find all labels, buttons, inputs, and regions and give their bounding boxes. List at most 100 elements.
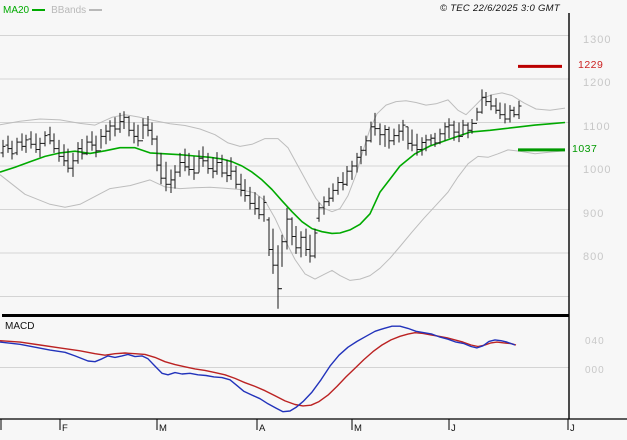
legend-item-bbands[interactable]: BBands (51, 5, 103, 16)
ma20-line (0, 121, 566, 235)
ohlc-bar (84, 135, 90, 156)
ohlc-bar (340, 172, 346, 191)
ohlc-bar (363, 135, 369, 156)
ohlc-bar (483, 92, 489, 106)
ohlc-bar (75, 142, 81, 164)
price-axis-label-1000: 1000 (583, 164, 612, 176)
ohlc-bar (307, 234, 313, 263)
ohlc-bar (37, 137, 43, 158)
ohlc-bar (289, 217, 295, 246)
ohlc-bar (172, 165, 178, 189)
ohlc-bar (372, 112, 378, 136)
ohlc-bar (65, 148, 71, 173)
month-label-M: M (354, 423, 362, 434)
ohlc-bar (89, 131, 95, 151)
ohlc-bar (256, 196, 262, 220)
ohlc-bar (409, 129, 415, 152)
ohlc-bar (511, 106, 517, 118)
ohlc-bar (112, 117, 118, 137)
month-label-J: J (451, 423, 456, 434)
ohlc-bar (210, 157, 216, 179)
ohlc-bar (396, 124, 402, 143)
ohlc-bar (51, 133, 57, 153)
ohlc-bar (326, 187, 332, 206)
ohlc-bar (446, 118, 452, 139)
ohlc-bar (177, 152, 183, 177)
ohlc-bar (400, 119, 406, 141)
ohlc-bar (382, 125, 388, 147)
macd-signal-line (0, 332, 517, 407)
price-axis-label-1100: 1100 (583, 120, 611, 133)
ohlc-bar (247, 186, 253, 210)
ohlc-bar (419, 137, 425, 156)
ohlc-bar (349, 160, 355, 180)
ohlc-bar (79, 139, 85, 160)
month-label-M: M (159, 423, 167, 434)
ohlc-bar (121, 111, 127, 129)
panel-separator (2, 314, 569, 317)
ma20-legend-label: MA20 (3, 4, 30, 16)
ohlc-bar (252, 192, 258, 215)
ohlc-bar (168, 169, 174, 193)
ohlc-bar (224, 159, 230, 183)
ohlc-bar (219, 154, 225, 178)
ohlc-bar (391, 128, 397, 146)
ohlc-bar (312, 228, 318, 259)
ohlc-bar (275, 245, 281, 309)
ohlc-bar (479, 89, 485, 114)
ohlc-bar (28, 131, 34, 149)
ohlc-bar (321, 196, 327, 215)
support-level-label: 1037 (572, 142, 598, 155)
ohlc-bar (474, 107, 480, 124)
ohlc-bar (233, 166, 239, 189)
ohlc-bar (186, 152, 192, 176)
ohlc-bar (266, 217, 272, 256)
ohlc-bar (437, 128, 443, 145)
ma20-line-swatch (32, 9, 46, 11)
copyright-text: © TEC 22/6/2025 3:0 GMT (439, 3, 560, 14)
macd-panel-title: MACD (5, 321, 35, 332)
ohlc-bar (242, 179, 248, 202)
legend: MA20 BBands (3, 3, 103, 17)
ohlc-bar (502, 103, 508, 124)
ohlc-bar (23, 134, 29, 153)
ohlc-bar (414, 133, 420, 156)
ohlc-bar (516, 100, 522, 119)
ohlc-bar (316, 202, 322, 222)
ohlc-bar (293, 226, 299, 254)
month-label-F: F (62, 423, 68, 434)
ohlc-bar (135, 124, 141, 147)
ohlc-bar (19, 133, 25, 151)
ohlc-bar (56, 139, 62, 162)
ohlc-bar (9, 140, 15, 160)
ohlc-bar (354, 152, 360, 173)
ohlc-bar (205, 152, 211, 174)
ohlc-bar (93, 135, 99, 158)
price-axis-label-1300: 1300 (583, 33, 612, 46)
price-axis-label-1200: 1200 (583, 77, 612, 89)
ohlc-bar (14, 137, 20, 156)
ohlc-bar (488, 94, 494, 111)
ohlc-bar (158, 152, 164, 185)
ohlc-bar (507, 105, 513, 123)
bollinger-lower-band-line (0, 149, 566, 281)
ohlc-bar (228, 157, 234, 180)
ohlc-bar (405, 126, 411, 150)
macd-axis-label-000: 000 (585, 364, 605, 376)
ohlc-bar (358, 146, 364, 165)
ohlc-bar (61, 144, 67, 166)
ohlc-bar (70, 152, 76, 177)
ohlc-bar (456, 122, 462, 143)
bollinger-upper-band-line (0, 92, 566, 213)
ohlc-bar (298, 231, 304, 258)
ohlc-bar (182, 148, 188, 172)
legend-item-ma20[interactable]: MA20 (3, 4, 46, 16)
ohlc-bar (451, 120, 457, 141)
ohlc-bar (107, 120, 113, 141)
ohlc-bar (432, 132, 438, 147)
ohlc-bar (214, 152, 220, 175)
ohlc-bar (284, 207, 290, 250)
ohlc-bar (191, 156, 197, 180)
